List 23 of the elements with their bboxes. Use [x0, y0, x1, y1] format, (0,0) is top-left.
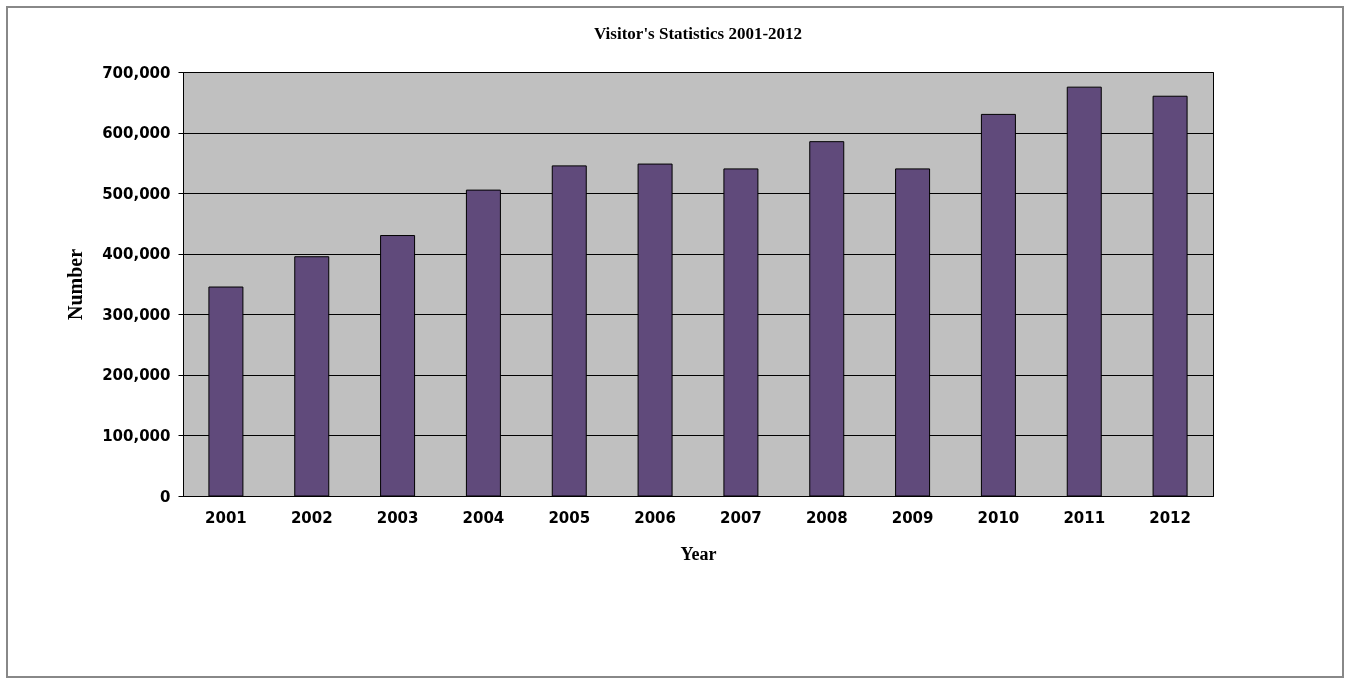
y-tick-label: 100,000	[102, 426, 171, 445]
x-tick-label: 2012	[1149, 508, 1191, 527]
x-tick-label: 2005	[548, 508, 591, 527]
x-tick-label: 2001	[205, 508, 247, 527]
x-axis-title: Year	[680, 543, 717, 564]
y-tick-label: 400,000	[102, 245, 171, 264]
x-tick-label: 2008	[805, 508, 848, 527]
x-tick-label: 2004	[462, 508, 505, 527]
x-tick-label: 2009	[891, 508, 934, 527]
y-axis-title: Number	[64, 248, 87, 321]
x-tick-label: 2011	[1063, 508, 1106, 527]
y-tick-label: 600,000	[102, 124, 171, 143]
y-tick-label: 300,000	[102, 305, 171, 324]
y-tick-label: 200,000	[102, 366, 171, 385]
y-tick-label: 700,000	[102, 63, 171, 82]
x-tick-label: 2006	[634, 508, 676, 527]
chart-title: Visitor's Statistics 2001-2012	[593, 24, 803, 43]
x-tick-label: 2002	[290, 508, 333, 527]
x-tick-label: 2007	[720, 508, 762, 527]
y-tick-label: 0	[160, 487, 171, 506]
x-tick-label: 2010	[977, 508, 1020, 527]
y-tick-label: 500,000	[102, 184, 171, 203]
x-tick-label: 2003	[376, 508, 419, 527]
